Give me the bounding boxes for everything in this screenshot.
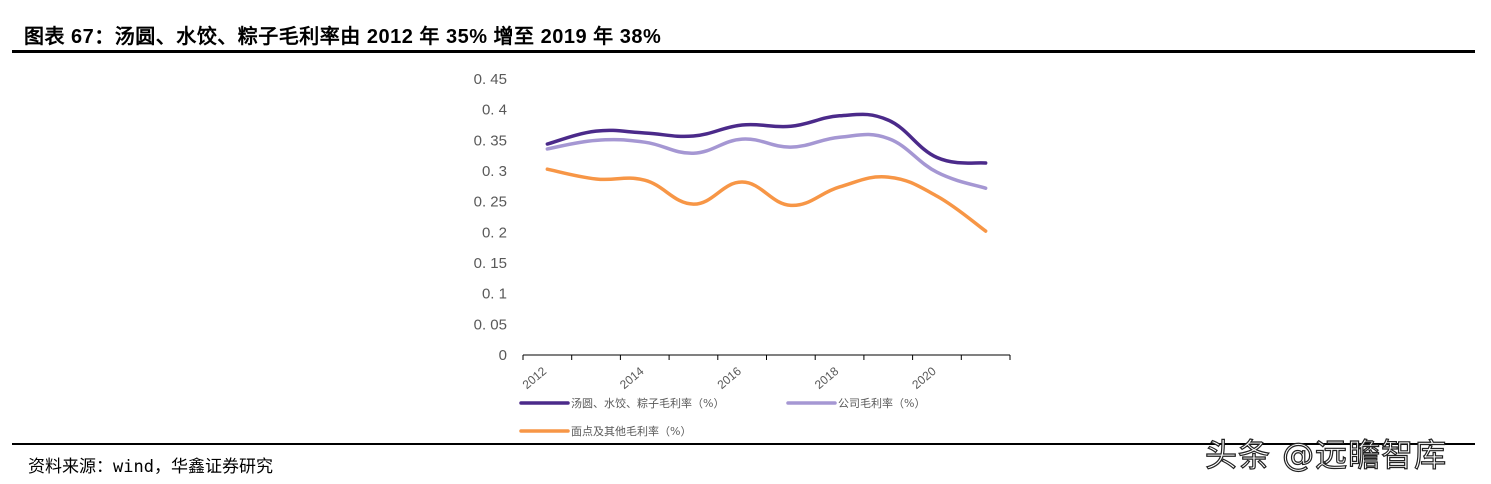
series-group [545,112,988,233]
x-tick-label: 2020 [909,364,939,392]
y-tick-label: 0. 25 [474,194,507,211]
x-axis: 2012 2014 2016 2018 2020 [520,354,1011,392]
x-tick-label: 2016 [715,364,745,392]
x-tick-label: 2012 [520,364,550,392]
legend-label: 公司毛利率（%） [838,396,925,410]
y-tick-label: 0. 45 [474,71,507,88]
y-tick-label: 0. 1 [482,286,507,303]
figure-title: 图表 67：汤圆、水饺、粽子毛利率由 2012 年 35% 增至 2019 年 … [24,26,662,48]
watermark: 头条 @远瞻智库 [1204,435,1448,474]
series-line-1 [545,132,988,190]
series-line-0 [545,112,988,165]
legend-label: 汤圆、水饺、粽子毛利率（%） [571,396,724,410]
source-divider [12,443,1475,445]
title-divider [12,50,1475,53]
y-tick-label: 0. 3 [482,163,507,180]
y-tick-label: 0. 4 [482,102,507,119]
legend: 汤圆、水饺、粽子毛利率（%） 公司毛利率（%） 面点及其他毛利率（%） [519,396,925,438]
series-line-2 [545,167,988,233]
y-axis: 0 0. 05 0. 1 0. 15 0. 2 0. 25 0. 3 0. 35 0. 4 0. … [474,71,507,364]
source-note: 资料来源：wind，华鑫证券研究 [28,457,273,477]
y-tick-label: 0. 2 [482,224,507,241]
legend-label: 面点及其他毛利率（%） [571,424,691,438]
y-tick-label: 0. 05 [474,316,507,333]
x-tick-label: 2018 [812,364,842,392]
y-tick-label: 0. 15 [474,255,507,272]
x-tick-label: 2014 [617,364,647,392]
y-tick-label: 0 [499,347,507,364]
y-tick-label: 0. 35 [474,132,507,149]
